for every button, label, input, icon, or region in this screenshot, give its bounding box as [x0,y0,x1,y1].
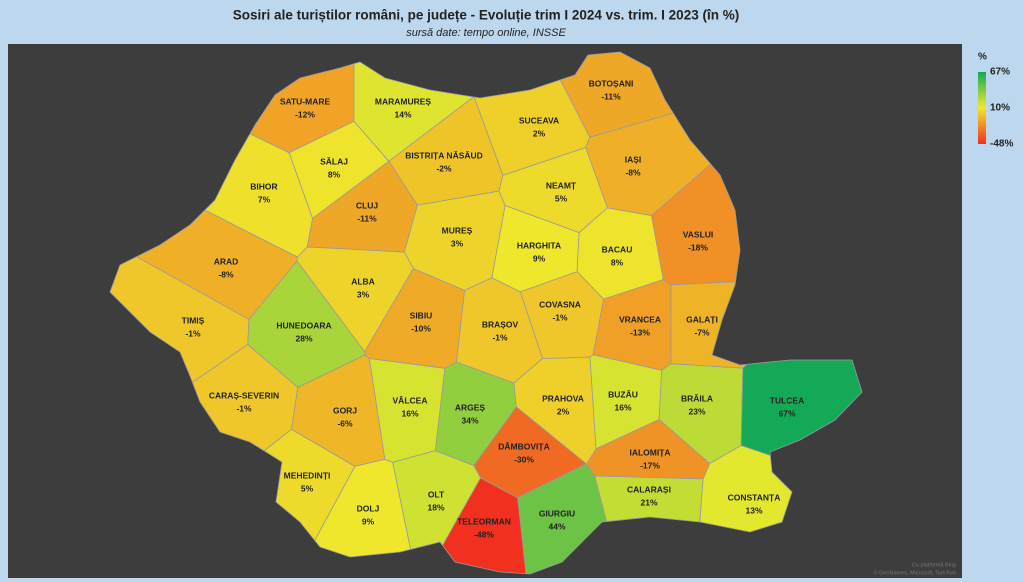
county-value: 21% [640,497,657,507]
county-name: ARGEȘ [455,402,486,412]
county-name: VASLUI [683,229,714,239]
county-shape [392,450,481,550]
county-value: 8% [611,257,624,267]
county-name: BUZĂU [608,389,638,399]
counties: SATU-MARE -12% MARAMUREȘ 14% BOTOȘANI -11% SUC… [109,51,863,575]
county-name: HARGHITA [517,240,561,250]
county-value: -18% [688,242,708,252]
title: Sosiri ale turiștilor români, pe județe … [233,8,739,23]
county-name: DÂMBOVIȚA [498,440,549,451]
county-name: TIMIȘ [182,315,205,325]
legend-label: -48% [990,139,1013,150]
county-value: 5% [301,483,314,493]
county-value: -8% [218,269,234,279]
county-name: SUCEAVA [519,115,559,125]
county-name: MUREȘ [442,225,473,235]
county-value: 3% [357,289,370,299]
county-name: CLUJ [356,200,378,210]
county-name: NEAMȚ [546,180,577,190]
county-value: -17% [640,460,660,470]
county-value: 2% [557,406,570,416]
legend-title: % [978,52,987,63]
county-value: -2% [436,163,452,173]
county-name: VRANCEA [619,314,661,324]
county-shape [740,359,863,457]
county-value: 9% [533,253,546,263]
county-value: -13% [630,327,650,337]
county-name: VÂLCEA [393,394,428,405]
legend-label: 67% [990,67,1010,78]
county-value: -11% [601,91,621,101]
county-name: SATU-MARE [280,96,331,106]
county-name: BACAU [602,244,633,254]
county-value: 23% [688,406,705,416]
county-value: -1% [185,328,201,338]
county-name: GALAȚI [686,314,718,324]
county-shape [442,477,527,575]
county-name: MEHEDINȚI [284,470,331,480]
county-name: BOTOȘANI [589,78,634,88]
county-shape [670,281,748,369]
county-value: -8% [625,167,641,177]
county-value: 5% [555,193,568,203]
county-name: TELEORMAN [457,516,511,526]
county-shape [699,445,793,533]
county-value: 16% [614,402,631,412]
county-name: CONSTANȚA [728,492,781,502]
county-name: IAȘI [625,154,642,164]
county-value: 67% [778,408,795,418]
county-value: 44% [548,521,565,531]
county-value: -6% [337,418,353,428]
county-name: GIURGIU [539,508,575,518]
county-name: TULCEA [770,395,804,405]
county-name: BISTRIȚA NĂSĂUD [405,150,483,160]
county-name: SĂLAJ [320,156,348,166]
legend-gradient [978,72,986,144]
county-name: IALOMIȚA [629,447,670,457]
county-value: 3% [451,238,464,248]
county-name: PRAHOVA [542,393,584,403]
county-name: SIBIU [410,310,433,320]
county-value: -30% [514,454,534,464]
county-name: BRĂILA [681,393,713,403]
subtitle: sursă date: tempo online, INSSE [406,27,566,39]
county-value: -48% [474,529,494,539]
county-value: 18% [427,502,444,512]
county-value: 14% [394,109,411,119]
legend-label: 10% [990,102,1010,113]
county-name: MARAMUREȘ [375,96,432,106]
county-value: 8% [328,169,341,179]
county-name: ARAD [214,256,239,266]
county-name: HUNEDOARA [276,320,331,330]
county-value: -1% [552,312,568,322]
county-value: 28% [295,333,312,343]
county-shape [263,428,356,542]
county-shape [314,458,411,558]
county-name: COVASNA [539,299,581,309]
county-name: DOLJ [357,503,380,513]
county-name: OLT [428,489,445,499]
county-name: GORJ [333,405,357,415]
attribution: Cu platformă Bing [912,562,956,568]
county-value: -12% [295,109,315,119]
county-value: 13% [745,505,762,515]
county-value: 9% [362,516,375,526]
county-name: BRAȘOV [482,319,519,329]
county-value: -7% [694,327,710,337]
county-value: 2% [533,128,546,138]
county-value: -10% [411,323,431,333]
county-value: 7% [258,194,271,204]
county-name: CALARAȘI [627,484,671,494]
county-value: -11% [357,213,377,223]
county-name: CARAȘ-SEVERIN [209,390,279,400]
county-value: 34% [461,415,478,425]
county-name: BIHOR [250,181,277,191]
county-name: ALBA [351,276,375,286]
county-value: -1% [492,332,508,342]
county-value: -1% [236,403,252,413]
attribution: © GeoNames, Microsoft, TomTom [874,569,957,576]
county-value: 16% [401,408,418,418]
